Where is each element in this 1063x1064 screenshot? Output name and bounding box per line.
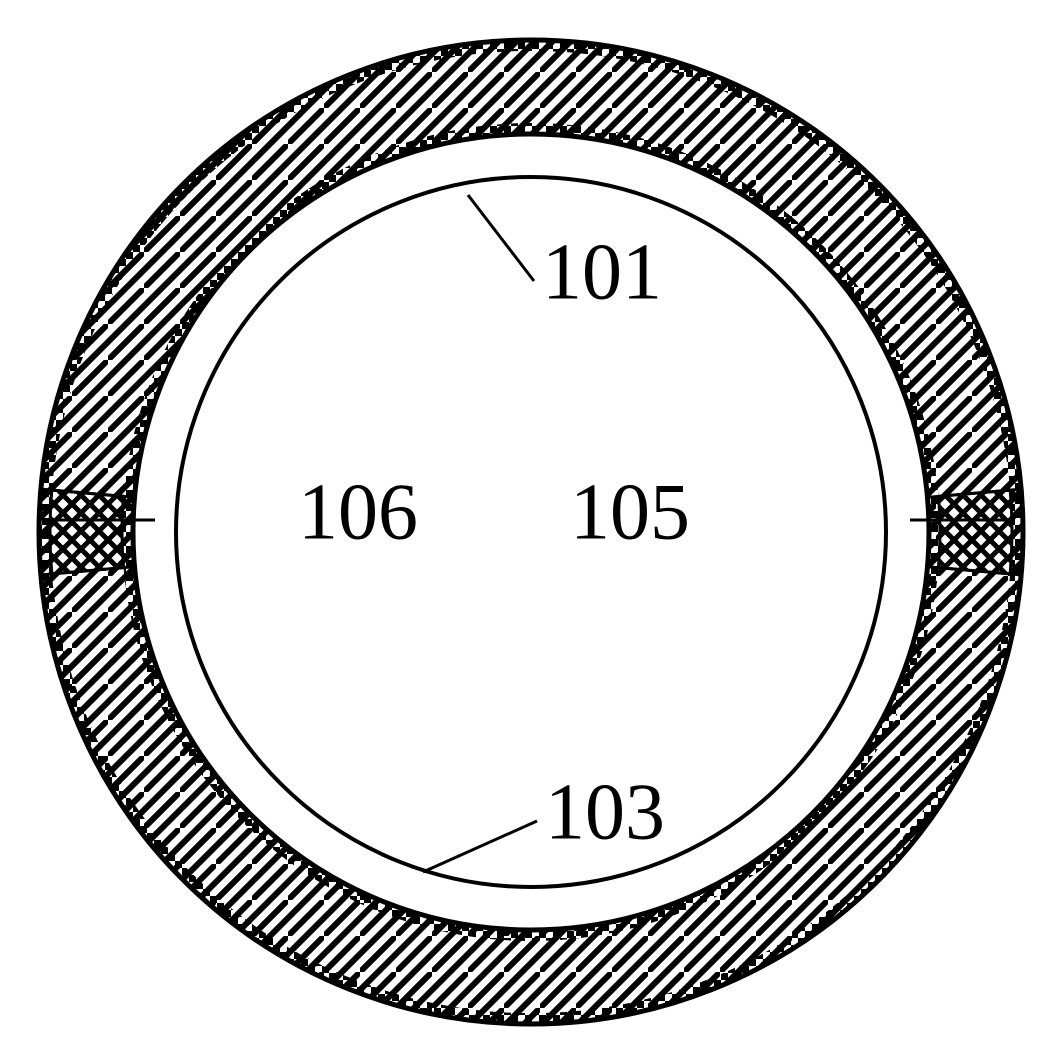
right-crosshatch-segment [938,490,1012,574]
outer-checker-border [41,42,1021,1022]
cross-section-diagram: 101 106 105 103 [0,0,1063,1064]
leader-line-103 [423,821,537,872]
labels: 101 106 105 103 [298,228,690,856]
ring-assembly [39,40,1023,1024]
label-106: 106 [298,468,418,556]
label-103: 103 [545,768,665,856]
ring-inner-circle [133,134,929,930]
left-crosshatch-segment [50,490,124,574]
label-105: 105 [570,468,690,556]
leader-line-101 [468,195,534,281]
label-101: 101 [542,228,662,316]
inner-circle [176,177,886,887]
inner-checker-border [122,123,940,941]
